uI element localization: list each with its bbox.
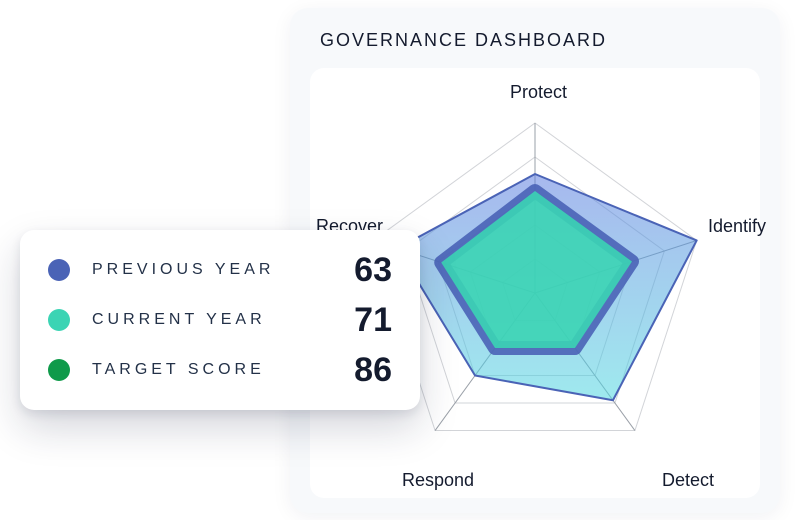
axis-label-identify: Identify [708, 216, 766, 237]
legend-row-target-score: TARGET SCORE 86 [48, 345, 392, 395]
legend-label-previous-year: PREVIOUS YEAR [92, 261, 332, 279]
legend-value-current-year: 71 [332, 301, 392, 340]
swatch-previous-year [48, 259, 70, 281]
legend-label-target-score: TARGET SCORE [92, 361, 332, 379]
legend-card: PREVIOUS YEAR 63 CURRENT YEAR 71 TARGET … [20, 230, 420, 410]
legend-row-current-year: CURRENT YEAR 71 [48, 295, 392, 345]
axis-label-detect: Detect [662, 470, 714, 491]
legend-row-previous-year: PREVIOUS YEAR 63 [48, 245, 392, 295]
legend-value-target-score: 86 [332, 351, 392, 390]
axis-label-respond: Respond [402, 470, 474, 491]
legend-value-previous-year: 63 [332, 251, 392, 290]
axis-label-protect: Protect [510, 82, 567, 103]
legend-label-current-year: CURRENT YEAR [92, 311, 332, 329]
dashboard-title: GOVERNANCE DASHBOARD [320, 30, 607, 51]
swatch-current-year [48, 309, 70, 331]
swatch-target-score [48, 359, 70, 381]
